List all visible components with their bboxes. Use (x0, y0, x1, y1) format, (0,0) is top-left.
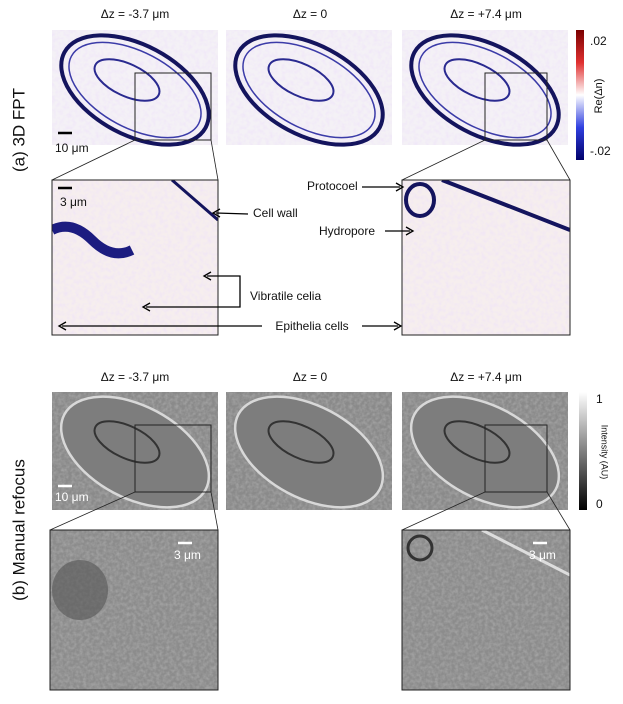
colorbar-tick: 1 (596, 392, 603, 406)
inset-frame (401, 179, 571, 336)
annotation: Cell wall (253, 206, 298, 220)
scale-label: 3 μm (174, 548, 201, 562)
image (217, 13, 401, 168)
column-title: Δz = 0 (293, 7, 328, 21)
colorbar-tick: -.02 (590, 144, 611, 158)
column-title: Δz = 0 (293, 370, 328, 384)
scale-label: 10 μm (55, 490, 89, 504)
colorbar-tick: 0 (596, 497, 603, 511)
scale-label: 10 μm (55, 141, 89, 155)
colorbar-title: Re(Δn) (593, 79, 605, 114)
annotation: Hydropore (319, 224, 375, 238)
annotation: Protocoel (307, 179, 358, 193)
column-title: Δz = +7.4 μm (450, 370, 522, 384)
zoom-lines (51, 139, 571, 181)
panel-label: (b) Manual refocus (9, 459, 28, 601)
colorbar (576, 30, 584, 160)
annotation-arrows (57, 182, 415, 331)
panel-label: (a) 3D FPT (9, 88, 28, 172)
annotation: Epithelia cells (275, 319, 348, 333)
zoom-box (484, 72, 548, 141)
scale-label: 3 μm (60, 195, 87, 209)
colorbar-title: Intensity (AU) (600, 425, 610, 480)
zoom-box (134, 72, 212, 141)
inset-image (52, 180, 218, 335)
inset-frame (51, 179, 219, 336)
column-title: Δz = -3.7 μm (101, 370, 170, 384)
annotation: Vibratile celia (250, 289, 321, 303)
image (217, 374, 401, 530)
inset-frame (401, 529, 571, 691)
inset-image (402, 180, 570, 335)
column-title: Δz = +7.4 μm (450, 7, 522, 21)
colorbar (579, 392, 587, 510)
inset-frame (49, 529, 219, 691)
zoom-box (134, 424, 212, 493)
inset-image (50, 530, 218, 690)
scale-label: 3 μm (529, 548, 556, 562)
zoom-box (484, 424, 548, 493)
inset-image (402, 530, 570, 690)
colorbar-tick: .02 (590, 34, 607, 48)
zoom-lines (49, 491, 571, 531)
column-title: Δz = -3.7 μm (101, 7, 170, 21)
